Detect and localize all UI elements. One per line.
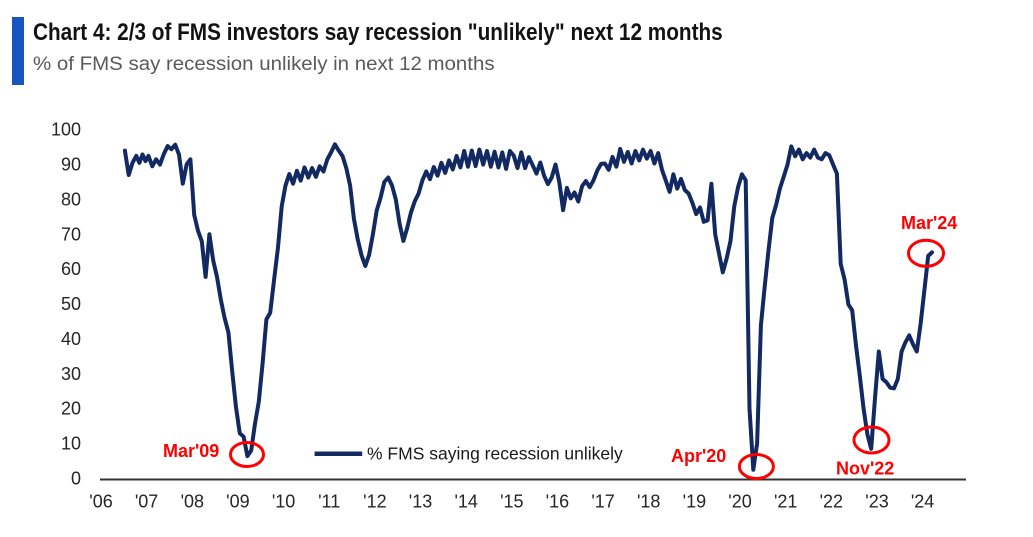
svg-text:'19: '19 [683, 492, 706, 512]
svg-text:'10: '10 [272, 492, 295, 512]
svg-text:'13: '13 [409, 492, 432, 512]
svg-text:50: 50 [61, 294, 81, 314]
svg-text:Mar'09: Mar'09 [163, 441, 219, 461]
svg-text:60: 60 [61, 259, 81, 279]
svg-text:0: 0 [71, 468, 81, 488]
svg-text:40: 40 [61, 329, 81, 349]
svg-text:80: 80 [61, 189, 81, 209]
svg-text:10: 10 [61, 434, 81, 454]
svg-text:'11: '11 [318, 492, 340, 512]
svg-text:% FMS saying recession unlikel: % FMS saying recession unlikely [367, 444, 623, 464]
svg-text:Nov'22: Nov'22 [836, 459, 894, 479]
svg-text:'09: '09 [226, 492, 249, 512]
svg-text:Mar'24: Mar'24 [901, 213, 957, 233]
svg-text:30: 30 [61, 364, 81, 384]
svg-text:'07: '07 [135, 492, 158, 512]
svg-text:'15: '15 [500, 492, 523, 512]
svg-text:70: 70 [61, 224, 81, 244]
svg-text:'18: '18 [637, 492, 660, 512]
svg-text:'20: '20 [728, 492, 751, 512]
svg-text:100: 100 [51, 120, 81, 140]
svg-text:'22: '22 [820, 492, 843, 512]
svg-text:'14: '14 [454, 492, 477, 512]
svg-text:20: 20 [61, 399, 81, 419]
svg-text:'21: '21 [774, 492, 797, 512]
svg-text:'12: '12 [363, 492, 386, 512]
svg-text:'16: '16 [546, 492, 569, 512]
svg-text:'17: '17 [591, 492, 614, 512]
svg-text:90: 90 [61, 155, 81, 175]
svg-text:'23: '23 [865, 492, 888, 512]
svg-text:'06: '06 [89, 492, 112, 512]
svg-text:Apr'20: Apr'20 [671, 446, 726, 466]
svg-text:'08: '08 [181, 492, 204, 512]
svg-text:'24: '24 [911, 492, 934, 512]
